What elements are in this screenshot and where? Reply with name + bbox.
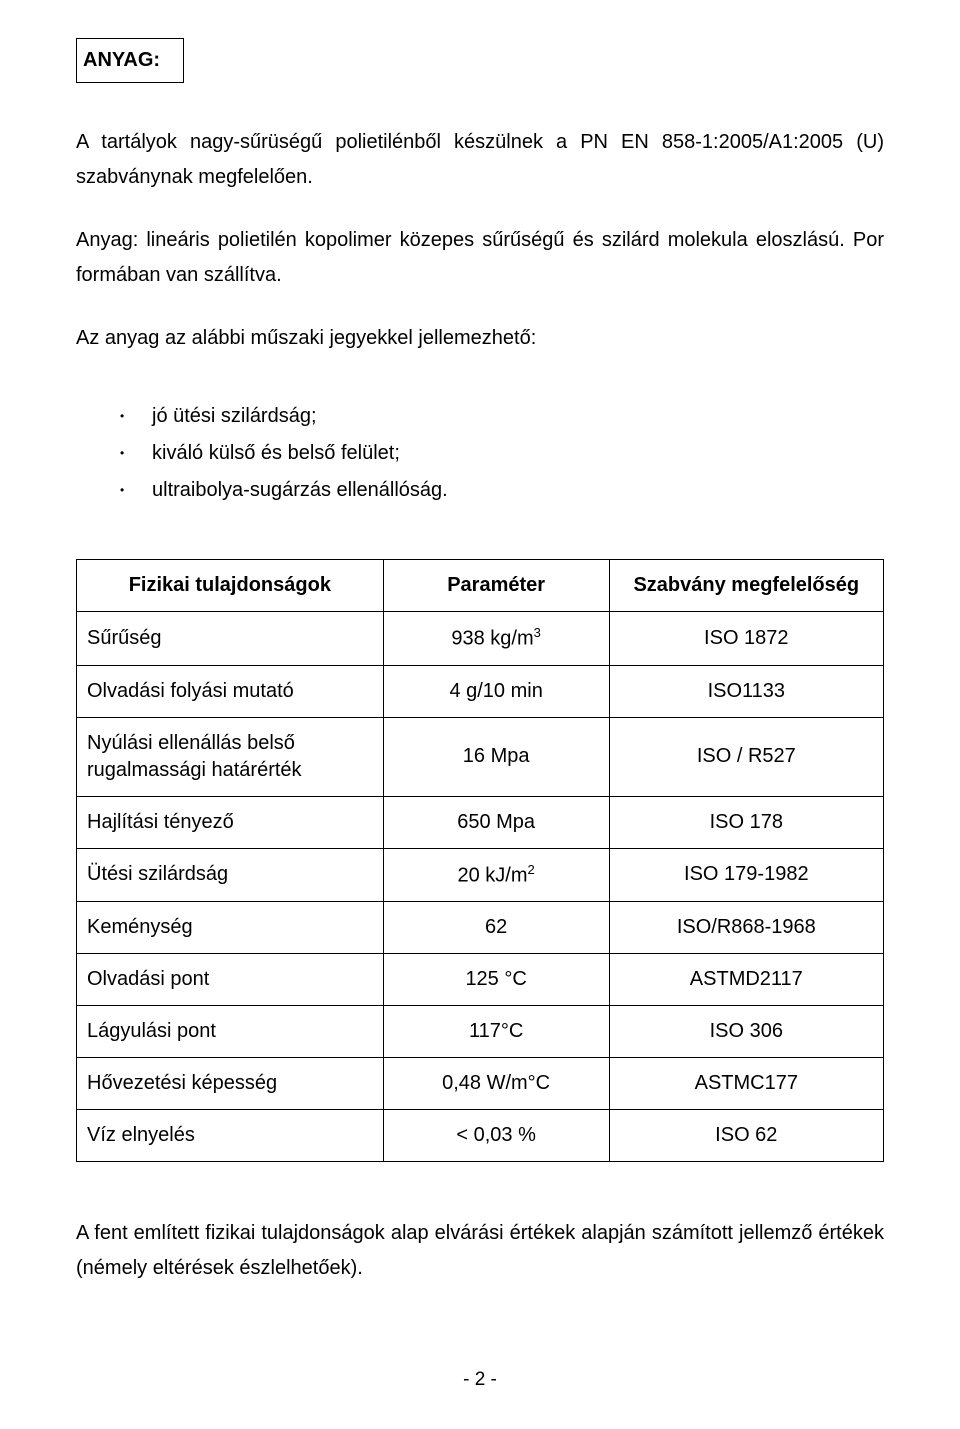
cell-standard: ISO1133 bbox=[609, 665, 883, 717]
footer-paragraph: A fent említett fizikai tulajdonságok al… bbox=[76, 1216, 884, 1286]
page-number: - 2 - bbox=[0, 1369, 960, 1391]
cell-standard: ISO/R868-1968 bbox=[609, 902, 883, 954]
cell-parameter: 16 Mpa bbox=[383, 717, 609, 796]
paragraph-3: Az anyag az alábbi műszaki jegyekkel jel… bbox=[76, 321, 884, 356]
bullet-item: kiváló külső és belső felület; bbox=[120, 435, 884, 472]
table-row: Keménység62ISO/R868-1968 bbox=[77, 902, 884, 954]
cell-parameter: 62 bbox=[383, 902, 609, 954]
section-title-box: ANYAG: bbox=[76, 38, 184, 83]
cell-parameter: 938 kg/m3 bbox=[383, 612, 609, 666]
table-row: Hajlítási tényező650 MpaISO 178 bbox=[77, 796, 884, 848]
cell-property: Víz elnyelés bbox=[77, 1110, 384, 1162]
paragraph-2: Anyag: lineáris polietilén kopolimer köz… bbox=[76, 223, 884, 293]
table-row: Sűrűség938 kg/m3ISO 1872 bbox=[77, 612, 884, 666]
bullet-item: ultraibolya-sugárzás ellenállóság. bbox=[120, 472, 884, 509]
cell-standard: ISO 178 bbox=[609, 796, 883, 848]
cell-property: Hővezetési képesség bbox=[77, 1058, 384, 1110]
cell-standard: ISO / R527 bbox=[609, 717, 883, 796]
bullet-item: jó ütési szilárdság; bbox=[120, 398, 884, 435]
cell-property: Nyúlási ellenállás belső rugalmassági ha… bbox=[77, 717, 384, 796]
paragraph-1: A tartályok nagy-sűrüségű polietilénből … bbox=[76, 125, 884, 195]
cell-parameter: 20 kJ/m2 bbox=[383, 848, 609, 902]
table-row: Víz elnyelés< 0,03 %ISO 62 bbox=[77, 1110, 884, 1162]
table-row: Lágyulási pont117°CISO 306 bbox=[77, 1006, 884, 1058]
cell-parameter: 125 °C bbox=[383, 954, 609, 1006]
cell-parameter: < 0,03 % bbox=[383, 1110, 609, 1162]
cell-parameter: 0,48 W/m°C bbox=[383, 1058, 609, 1110]
cell-property: Ütési szilárdság bbox=[77, 848, 384, 902]
cell-property: Sűrűség bbox=[77, 612, 384, 666]
feature-bullet-list: jó ütési szilárdság; kiváló külső és bel… bbox=[120, 398, 884, 509]
cell-property: Lágyulási pont bbox=[77, 1006, 384, 1058]
table-row: Hővezetési képesség0,48 W/m°CASTMC177 bbox=[77, 1058, 884, 1110]
properties-table: Fizikai tulajdonságok Paraméter Szabvány… bbox=[76, 559, 884, 1162]
table-body: Sűrűség938 kg/m3ISO 1872Olvadási folyási… bbox=[77, 612, 884, 1162]
col-header-property: Fizikai tulajdonságok bbox=[77, 560, 384, 612]
cell-property: Keménység bbox=[77, 902, 384, 954]
cell-standard: ISO 306 bbox=[609, 1006, 883, 1058]
col-header-standard: Szabvány megfelelőség bbox=[609, 560, 883, 612]
superscript: 2 bbox=[528, 862, 535, 877]
cell-standard: ASTMC177 bbox=[609, 1058, 883, 1110]
cell-standard: ASTMD2117 bbox=[609, 954, 883, 1006]
table-row: Olvadási folyási mutató4 g/10 minISO1133 bbox=[77, 665, 884, 717]
cell-property: Olvadási pont bbox=[77, 954, 384, 1006]
cell-standard: ISO 62 bbox=[609, 1110, 883, 1162]
cell-parameter: 117°C bbox=[383, 1006, 609, 1058]
table-row: Nyúlási ellenállás belső rugalmassági ha… bbox=[77, 717, 884, 796]
section-title: ANYAG: bbox=[83, 49, 160, 71]
cell-parameter: 650 Mpa bbox=[383, 796, 609, 848]
cell-parameter: 4 g/10 min bbox=[383, 665, 609, 717]
cell-standard: ISO 1872 bbox=[609, 612, 883, 666]
cell-property: Hajlítási tényező bbox=[77, 796, 384, 848]
document-page: ANYAG: A tartályok nagy-sűrüségű polieti… bbox=[0, 0, 960, 1429]
table-header-row: Fizikai tulajdonságok Paraméter Szabvány… bbox=[77, 560, 884, 612]
cell-standard: ISO 179-1982 bbox=[609, 848, 883, 902]
superscript: 3 bbox=[534, 625, 541, 640]
col-header-parameter: Paraméter bbox=[383, 560, 609, 612]
table-row: Olvadási pont125 °CASTMD2117 bbox=[77, 954, 884, 1006]
table-row: Ütési szilárdság20 kJ/m2ISO 179-1982 bbox=[77, 848, 884, 902]
cell-property: Olvadási folyási mutató bbox=[77, 665, 384, 717]
